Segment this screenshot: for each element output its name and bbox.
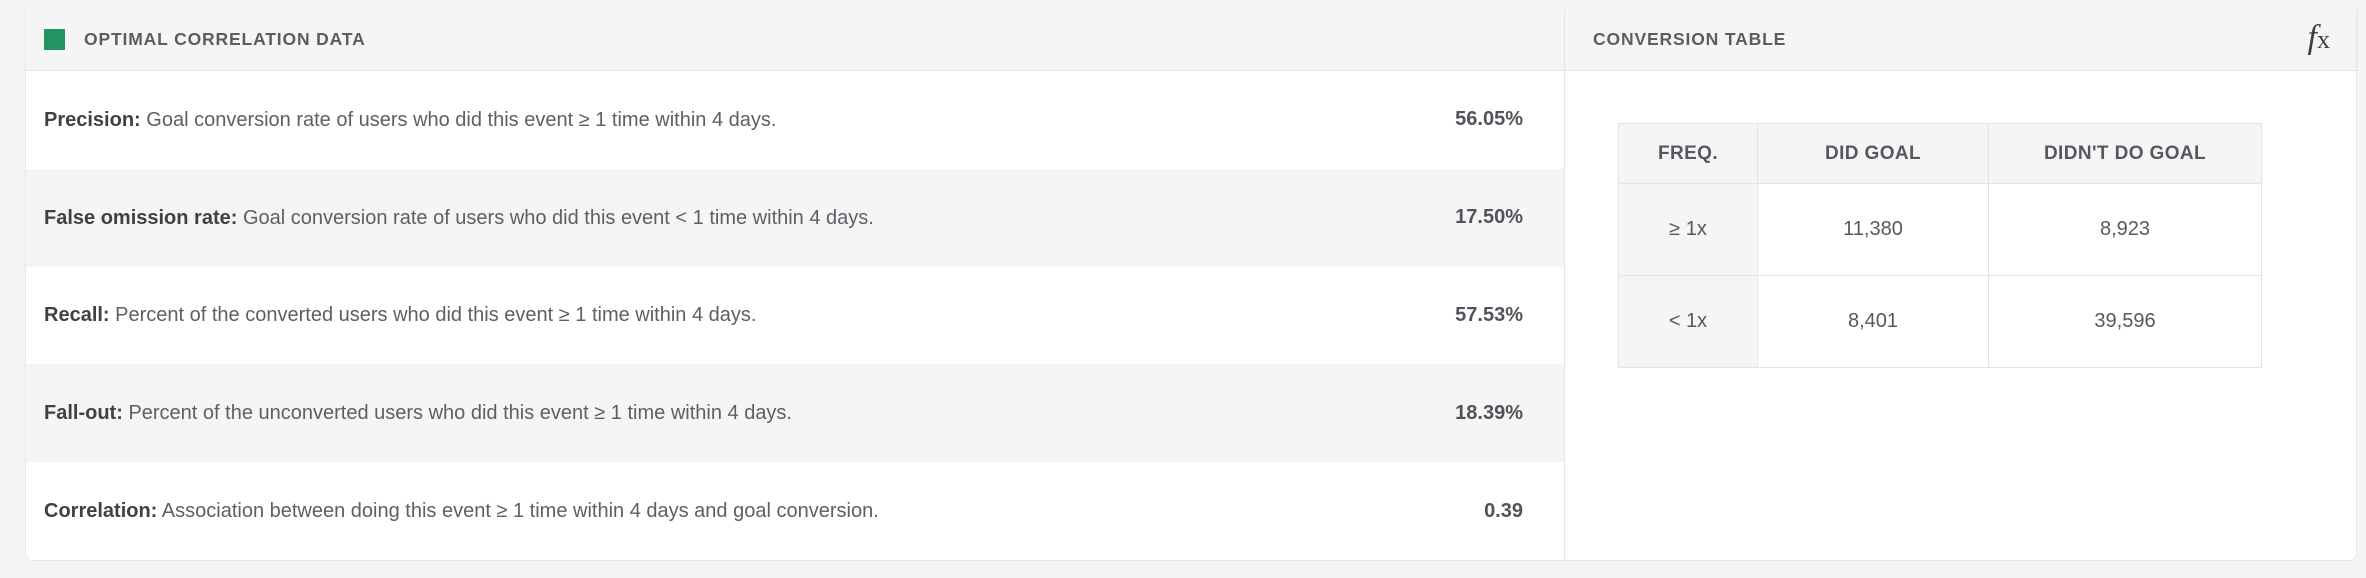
metric-detail: Goal conversion rate of users who did th… bbox=[146, 108, 777, 131]
cell-didnt-do-goal: 39,596 bbox=[1988, 275, 2262, 368]
cell-did-goal: 11,380 bbox=[1757, 183, 1989, 276]
conversion-table-body: FREQ. DID GOAL DIDN'T DO GOAL ≥ 1x 11,38… bbox=[1565, 71, 2356, 560]
cell-freq: ≥ 1x bbox=[1618, 183, 1758, 276]
conversion-table-panel: CONVERSION TABLE fx FREQ. DID GOAL DIDN'… bbox=[1565, 9, 2356, 560]
metric-detail: Association between doing this event ≥ 1… bbox=[161, 500, 879, 523]
metric-value: 17.50% bbox=[1455, 206, 1523, 229]
metric-description: Recall: Percent of the converted users w… bbox=[44, 302, 1403, 328]
metric-value: 56.05% bbox=[1455, 108, 1523, 131]
table-row[interactable]: Correlation: Association between doing t… bbox=[26, 462, 1564, 560]
metric-label: Recall: bbox=[44, 304, 110, 327]
column-header-freq: FREQ. bbox=[1618, 123, 1758, 184]
metric-row-list: Precision: Goal conversion rate of users… bbox=[26, 71, 1564, 560]
cell-did-goal: 8,401 bbox=[1757, 275, 1989, 368]
table-row[interactable]: Fall-out: Percent of the unconverted use… bbox=[26, 364, 1564, 463]
metric-value: 18.39% bbox=[1455, 401, 1523, 424]
metric-description: False omission rate: Goal conversion rat… bbox=[44, 205, 1403, 231]
metric-detail: Percent of the unconverted users who did… bbox=[128, 402, 792, 425]
conversion-table-title: CONVERSION TABLE bbox=[1593, 29, 1787, 49]
formula-fx-icon[interactable]: fx bbox=[2307, 18, 2330, 56]
page-title: OPTIMAL CORRELATION DATA bbox=[84, 29, 366, 49]
table-row[interactable]: False omission rate: Goal conversion rat… bbox=[26, 168, 1564, 267]
metric-description: Fall-out: Percent of the unconverted use… bbox=[44, 400, 1403, 426]
optimal-correlation-header: OPTIMAL CORRELATION DATA bbox=[26, 9, 1564, 71]
table-header-row: FREQ. DID GOAL DIDN'T DO GOAL bbox=[1618, 123, 2262, 184]
correlation-card: OPTIMAL CORRELATION DATA Precision: Goal… bbox=[25, 9, 2357, 561]
metric-label: Correlation: bbox=[44, 500, 158, 523]
metric-detail: Goal conversion rate of users who did th… bbox=[242, 206, 874, 229]
cell-freq: < 1x bbox=[1618, 275, 1758, 368]
green-swatch-icon bbox=[44, 29, 65, 50]
conversion-table-header: CONVERSION TABLE fx bbox=[1565, 9, 2356, 71]
table-row: < 1x 8,401 39,596 bbox=[1618, 275, 2262, 368]
table-row[interactable]: Precision: Goal conversion rate of users… bbox=[26, 71, 1564, 169]
metric-description: Correlation: Association between doing t… bbox=[44, 498, 1403, 524]
metric-value: 57.53% bbox=[1455, 303, 1523, 326]
metric-detail: Percent of the converted users who did t… bbox=[115, 304, 757, 327]
metric-description: Precision: Goal conversion rate of users… bbox=[44, 107, 1403, 133]
column-header-did-goal: DID GOAL bbox=[1757, 123, 1989, 184]
metric-value: 0.39 bbox=[1484, 499, 1523, 522]
column-header-didnt-do-goal: DIDN'T DO GOAL bbox=[1988, 123, 2262, 184]
cell-didnt-do-goal: 8,923 bbox=[1988, 183, 2262, 276]
table-row: ≥ 1x 11,380 8,923 bbox=[1618, 183, 2262, 276]
table-row[interactable]: Recall: Percent of the converted users w… bbox=[26, 266, 1564, 365]
metric-label: False omission rate: bbox=[44, 206, 238, 229]
metric-label: Precision: bbox=[44, 108, 141, 131]
conversion-table: FREQ. DID GOAL DIDN'T DO GOAL ≥ 1x 11,38… bbox=[1618, 123, 2262, 368]
metric-label: Fall-out: bbox=[44, 402, 123, 425]
optimal-correlation-panel: OPTIMAL CORRELATION DATA Precision: Goal… bbox=[26, 9, 1565, 560]
